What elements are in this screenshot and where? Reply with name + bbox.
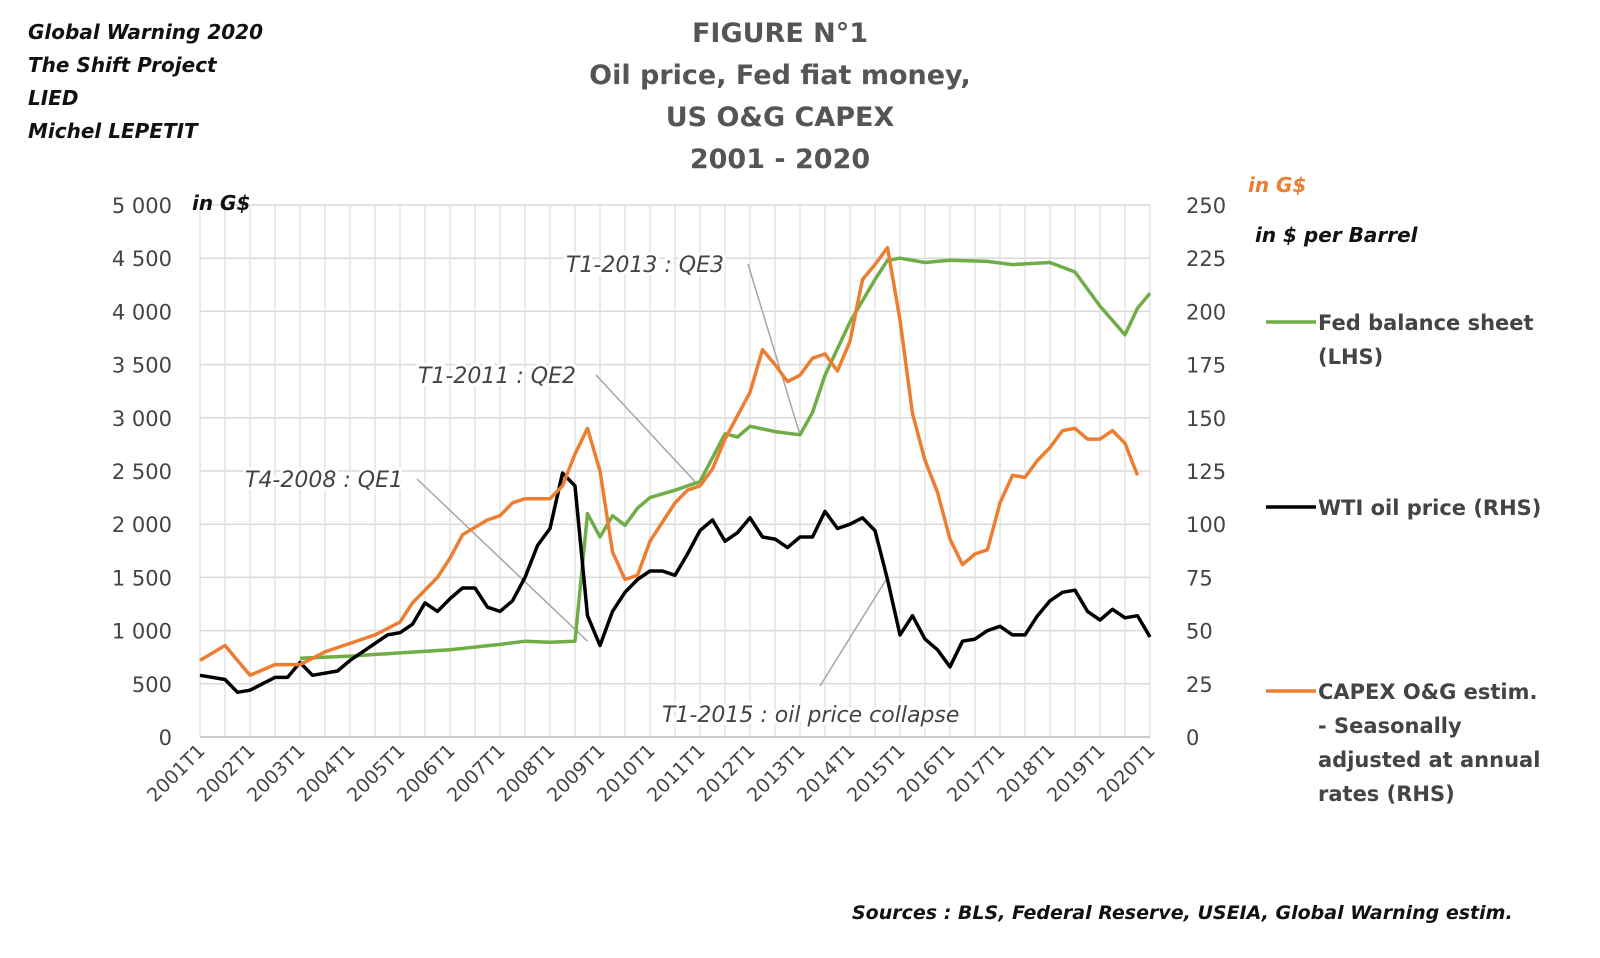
legend-label-line: (LHS)	[1318, 345, 1383, 369]
sources-note: Sources : BLS, Federal Reserve, USEIA, G…	[852, 902, 1513, 924]
legend-label: Fed balance sheet (LHS)	[1318, 311, 1534, 369]
annotation-leader-line	[595, 374, 701, 488]
chart-title: FIGURE N°1	[691, 18, 869, 49]
left-tick-label: 500	[132, 673, 172, 697]
legend-label-line: - Seasonally	[1318, 714, 1462, 738]
annotation-leader-line	[416, 478, 589, 642]
credit-line: The Shift Project	[28, 53, 217, 77]
right-tick-label: 175	[1186, 354, 1226, 378]
chart-title: 2001 - 2020	[689, 144, 871, 175]
left-tick-label: 2 500	[112, 460, 172, 484]
right-tick-label: 50	[1186, 620, 1213, 644]
left-tick-label: 1 500	[112, 566, 172, 590]
left-tick-label: 0	[159, 726, 172, 750]
legend-label-line: CAPEX O&G estim.	[1318, 680, 1537, 704]
right-tick-label: 0	[1186, 726, 1199, 750]
left-tick-label: 1 000	[112, 620, 172, 644]
series-line-fed-balance-sheet	[299, 256, 1152, 661]
legend-label-line: adjusted at annual	[1318, 748, 1540, 772]
legend-label-line: Fed balance sheet	[1318, 311, 1534, 335]
legend-label: CAPEX O&G estim. - Seasonally adjusted at …	[1318, 680, 1540, 806]
right-tick-label: 250	[1186, 194, 1226, 218]
chart-title: Oil price, Fed fiat money,	[589, 60, 971, 91]
annotation-label: T1-2011 : QE2	[418, 364, 576, 389]
right-tick-label: 25	[1186, 673, 1213, 697]
left-tick-label: 4 500	[112, 247, 172, 271]
legend-label-line: WTI oil price (RHS)	[1318, 496, 1541, 520]
credit-line: Global Warning 2020	[28, 20, 263, 44]
annotation-label: T4-2008 : QE1	[245, 468, 403, 493]
series-line-wti-oil-price	[199, 471, 1152, 695]
left-tick-label: 3 000	[112, 407, 172, 431]
right-tick-label: 225	[1186, 247, 1226, 271]
legend-label-line: rates (RHS)	[1318, 782, 1455, 806]
left-tick-label: 3 500	[112, 354, 172, 378]
left-tick-label: 4 000	[112, 300, 172, 324]
left-tick-label: 5 000	[112, 194, 172, 218]
right-tick-label: 150	[1186, 407, 1226, 431]
credit-line: Michel LEPETIT	[28, 119, 198, 143]
right-tick-label: 75	[1186, 566, 1213, 590]
annotation-leader-line	[819, 577, 889, 687]
annotation-leader-line	[747, 263, 801, 436]
annotation-label: T1-2013 : QE3	[566, 253, 724, 278]
annotation-label: T1-2015 : oil price collapse	[662, 703, 959, 728]
left-tick-label: 2 000	[112, 513, 172, 537]
chart-title: US O&G CAPEX	[665, 102, 895, 133]
series-line-capex-og	[199, 245, 1140, 678]
credit-line: LIED	[28, 86, 79, 110]
right-axis-unit-oil: in $ per Barrel	[1255, 223, 1419, 247]
right-tick-label: 200	[1186, 300, 1226, 324]
right-axis-unit-capex: in G$	[1248, 173, 1306, 197]
left-axis-unit: in G$	[192, 191, 250, 215]
legend-label: WTI oil price (RHS)	[1318, 496, 1541, 520]
right-tick-label: 100	[1186, 513, 1226, 537]
right-tick-label: 125	[1186, 460, 1226, 484]
